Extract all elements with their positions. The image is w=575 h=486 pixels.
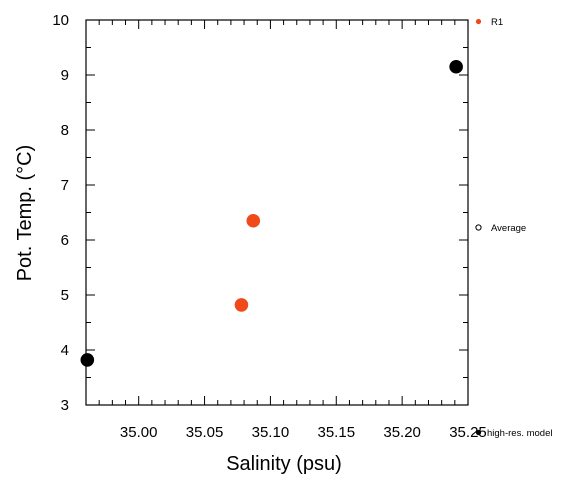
y-tick-label: 4 [61,342,69,359]
y-tick-label: 5 [61,287,69,304]
y-tick-label: 10 [52,12,69,29]
x-tick-label: 35.05 [186,424,224,441]
x-tick-label: 35.25 [449,424,487,441]
legend-marker-average [475,224,482,231]
y-tick-labels: 3 4 5 6 7 8 9 10 [52,12,69,414]
legend-label-high-res-model: high-res. model [487,428,552,439]
y-tick-label: 7 [61,177,69,194]
x-tick-label: 35.10 [252,424,290,441]
data-point-black [80,353,95,367]
legend: R1 Average high-res. model [475,17,552,439]
x-tick-label: 35.15 [318,424,356,441]
legend-marker-r1 [475,18,482,25]
data-points [80,59,463,367]
y-tick-label: 8 [61,122,69,139]
legend-label-r1: R1 [491,17,503,28]
x-axis-title: Salinity (psu) [226,453,342,475]
x-tick-label: 35.00 [120,424,158,441]
x-tick-label: 35.20 [383,424,421,441]
y-tick-label: 6 [61,232,69,249]
axis-ticks [85,19,469,406]
legend-marker-high-res-model [475,429,482,436]
legend-label-average: Average [491,223,526,234]
y-axis-title: Pot. Temp. (°C) [14,145,36,282]
plot-frame [85,19,469,406]
y-tick-label: 3 [61,397,69,414]
data-point-r1 [234,298,249,312]
data-point-black [449,59,463,74]
data-point-r1 [246,213,261,228]
y-tick-label: 9 [61,67,69,84]
x-tick-labels: 35.00 35.05 35.10 35.15 35.20 35.25 [120,424,487,441]
